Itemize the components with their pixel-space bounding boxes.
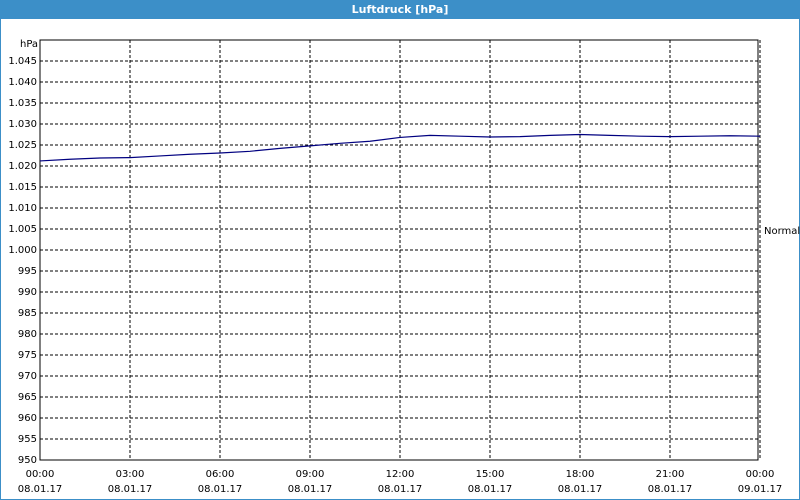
y-tick-label: 1.005 [8, 224, 37, 235]
x-tick-label: 08.01.17 [378, 484, 423, 495]
x-tick-label: 08.01.17 [558, 484, 603, 495]
x-tick-label: 08.01.17 [198, 484, 243, 495]
x-tick-label: 08.01.17 [648, 484, 693, 495]
title-bar: Luftdruck [hPa] [1, 1, 799, 19]
x-tick-label: 00:00 [746, 469, 775, 480]
y-tick-label: 985 [18, 308, 37, 319]
x-tick-label: 15:00 [476, 469, 505, 480]
y-tick-label: 975 [18, 350, 37, 361]
y-tick-label: 960 [18, 413, 37, 424]
x-tick-label: 00:00 [26, 469, 55, 480]
x-tick-label: 08.01.17 [108, 484, 153, 495]
y-tick-label: 1.020 [8, 161, 37, 172]
y-tick-label: 1.025 [8, 140, 37, 151]
y-tick-label: 1.015 [8, 182, 37, 193]
y-tick-label: 1.035 [8, 98, 37, 109]
x-tick-label: 18:00 [566, 469, 595, 480]
x-tick-label: 21:00 [656, 469, 685, 480]
y-tick-label: 980 [18, 329, 37, 340]
y-tick-label: 965 [18, 392, 37, 403]
annotation: Normal [764, 226, 800, 237]
y-axis-label: hPa [20, 39, 38, 50]
y-tick-label: 970 [18, 371, 37, 382]
x-tick-label: 12:00 [386, 469, 415, 480]
y-tick-label: 990 [18, 287, 37, 298]
x-tick-label: 08.01.17 [468, 484, 513, 495]
y-tick-label: 1.000 [8, 245, 37, 256]
x-tick-label: 08.01.17 [288, 484, 333, 495]
x-tick-label: 09.01.17 [738, 484, 783, 495]
x-tick-label: 06:00 [206, 469, 235, 480]
y-tick-label: 1.040 [8, 77, 37, 88]
y-tick-label: 1.010 [8, 203, 37, 214]
y-tick-label: 1.030 [8, 119, 37, 130]
y-tick-label: 995 [18, 266, 37, 277]
x-tick-label: 03:00 [116, 469, 145, 480]
x-tick-label: 09:00 [296, 469, 325, 480]
y-tick-label: 955 [18, 434, 37, 445]
line [39, 133, 761, 162]
x-tick-label: 08.01.17 [18, 484, 63, 495]
y-tick-label: 1.045 [8, 56, 37, 67]
y-tick-label: 950 [18, 455, 37, 466]
